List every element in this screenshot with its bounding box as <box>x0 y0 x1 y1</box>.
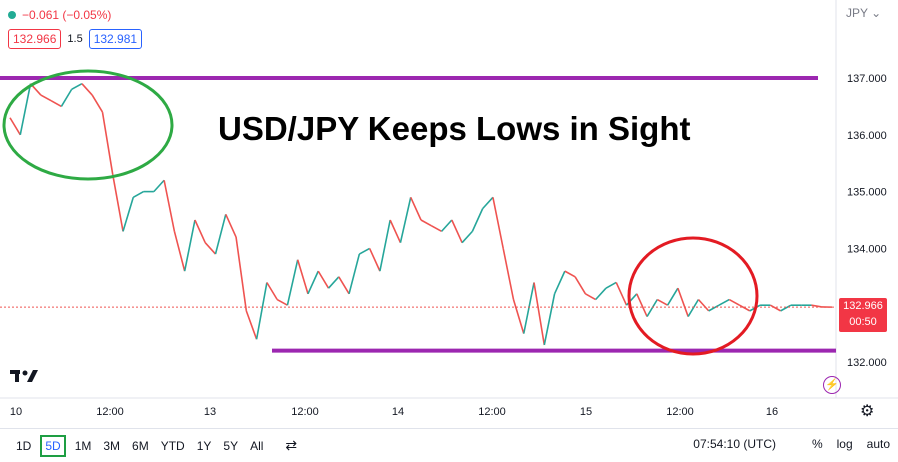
buy-price-button[interactable]: 132.981 <box>89 29 142 49</box>
log-toggle[interactable]: log <box>837 437 853 451</box>
legend: −0.061 (−0.05%) 132.966 1.5 132.981 <box>8 8 142 49</box>
timeframe-1y-button[interactable]: 1Y <box>191 439 218 453</box>
chevron-down-icon: ⌄ <box>871 6 881 20</box>
market-status-dot <box>8 11 16 19</box>
x-tick-label: 12:00 <box>96 406 124 418</box>
last-price-tag: 132.966 00:50 <box>839 298 887 332</box>
price-change: −0.061 (−0.05%) <box>22 8 111 22</box>
timeframe-all-button[interactable]: All <box>244 439 269 453</box>
currency-label: JPY <box>846 6 868 20</box>
x-tick-label: 10 <box>10 406 22 418</box>
last-price-value: 132.966 <box>839 298 887 314</box>
x-tick-label: 12:00 <box>291 406 319 418</box>
y-tick-label: 134.000 <box>847 243 887 255</box>
timeframe-ytd-button[interactable]: YTD <box>155 439 191 453</box>
sell-price-button[interactable]: 132.966 <box>8 29 61 49</box>
x-tick-label: 14 <box>392 406 404 418</box>
x-tick-label: 13 <box>204 406 216 418</box>
y-tick-label: 136.000 <box>847 130 887 142</box>
y-tick-label: 132.000 <box>847 357 887 369</box>
bar-countdown: 00:50 <box>839 314 887 330</box>
y-tick-label: 137.000 <box>847 73 887 85</box>
x-tick-label: 12:00 <box>478 406 506 418</box>
tradingview-logo-icon[interactable] <box>10 368 40 389</box>
timeframe-1m-button[interactable]: 1M <box>69 439 98 453</box>
timeframe-5y-button[interactable]: 5Y <box>217 439 244 453</box>
x-axis-ticks: 10 12:00 13 12:00 14 12:00 15 12:00 16 <box>10 406 778 418</box>
spread-value: 1.5 <box>67 33 82 45</box>
timeframe-6m-button[interactable]: 6M <box>126 439 155 453</box>
auto-toggle[interactable]: auto <box>867 437 890 451</box>
gear-icon[interactable]: ⚙ <box>860 401 874 421</box>
plot-area <box>0 0 836 398</box>
price-chart[interactable]: 137.000 136.000 135.000 134.000 132.000 10 12… <box>0 0 898 428</box>
currency-selector[interactable]: JPY ⌄ <box>846 6 881 20</box>
chart-headline: USD/JPY Keeps Lows in Sight <box>218 110 691 148</box>
x-tick-label: 12:00 <box>666 406 694 418</box>
lightning-icon[interactable]: ⚡ <box>823 376 841 394</box>
percent-toggle[interactable]: % <box>812 437 823 451</box>
x-tick-label: 16 <box>766 406 778 418</box>
timeframe-3m-button[interactable]: 3M <box>97 439 126 453</box>
timeframe-5d-button[interactable]: 5D <box>40 435 65 457</box>
y-tick-label: 135.000 <box>847 187 887 199</box>
timeframe-1d-button[interactable]: 1D <box>10 439 37 453</box>
utc-clock[interactable]: 07:54:10 (UTC) <box>693 437 776 451</box>
compare-icon[interactable]: ⇄ <box>285 437 297 454</box>
x-tick-label: 15 <box>580 406 592 418</box>
